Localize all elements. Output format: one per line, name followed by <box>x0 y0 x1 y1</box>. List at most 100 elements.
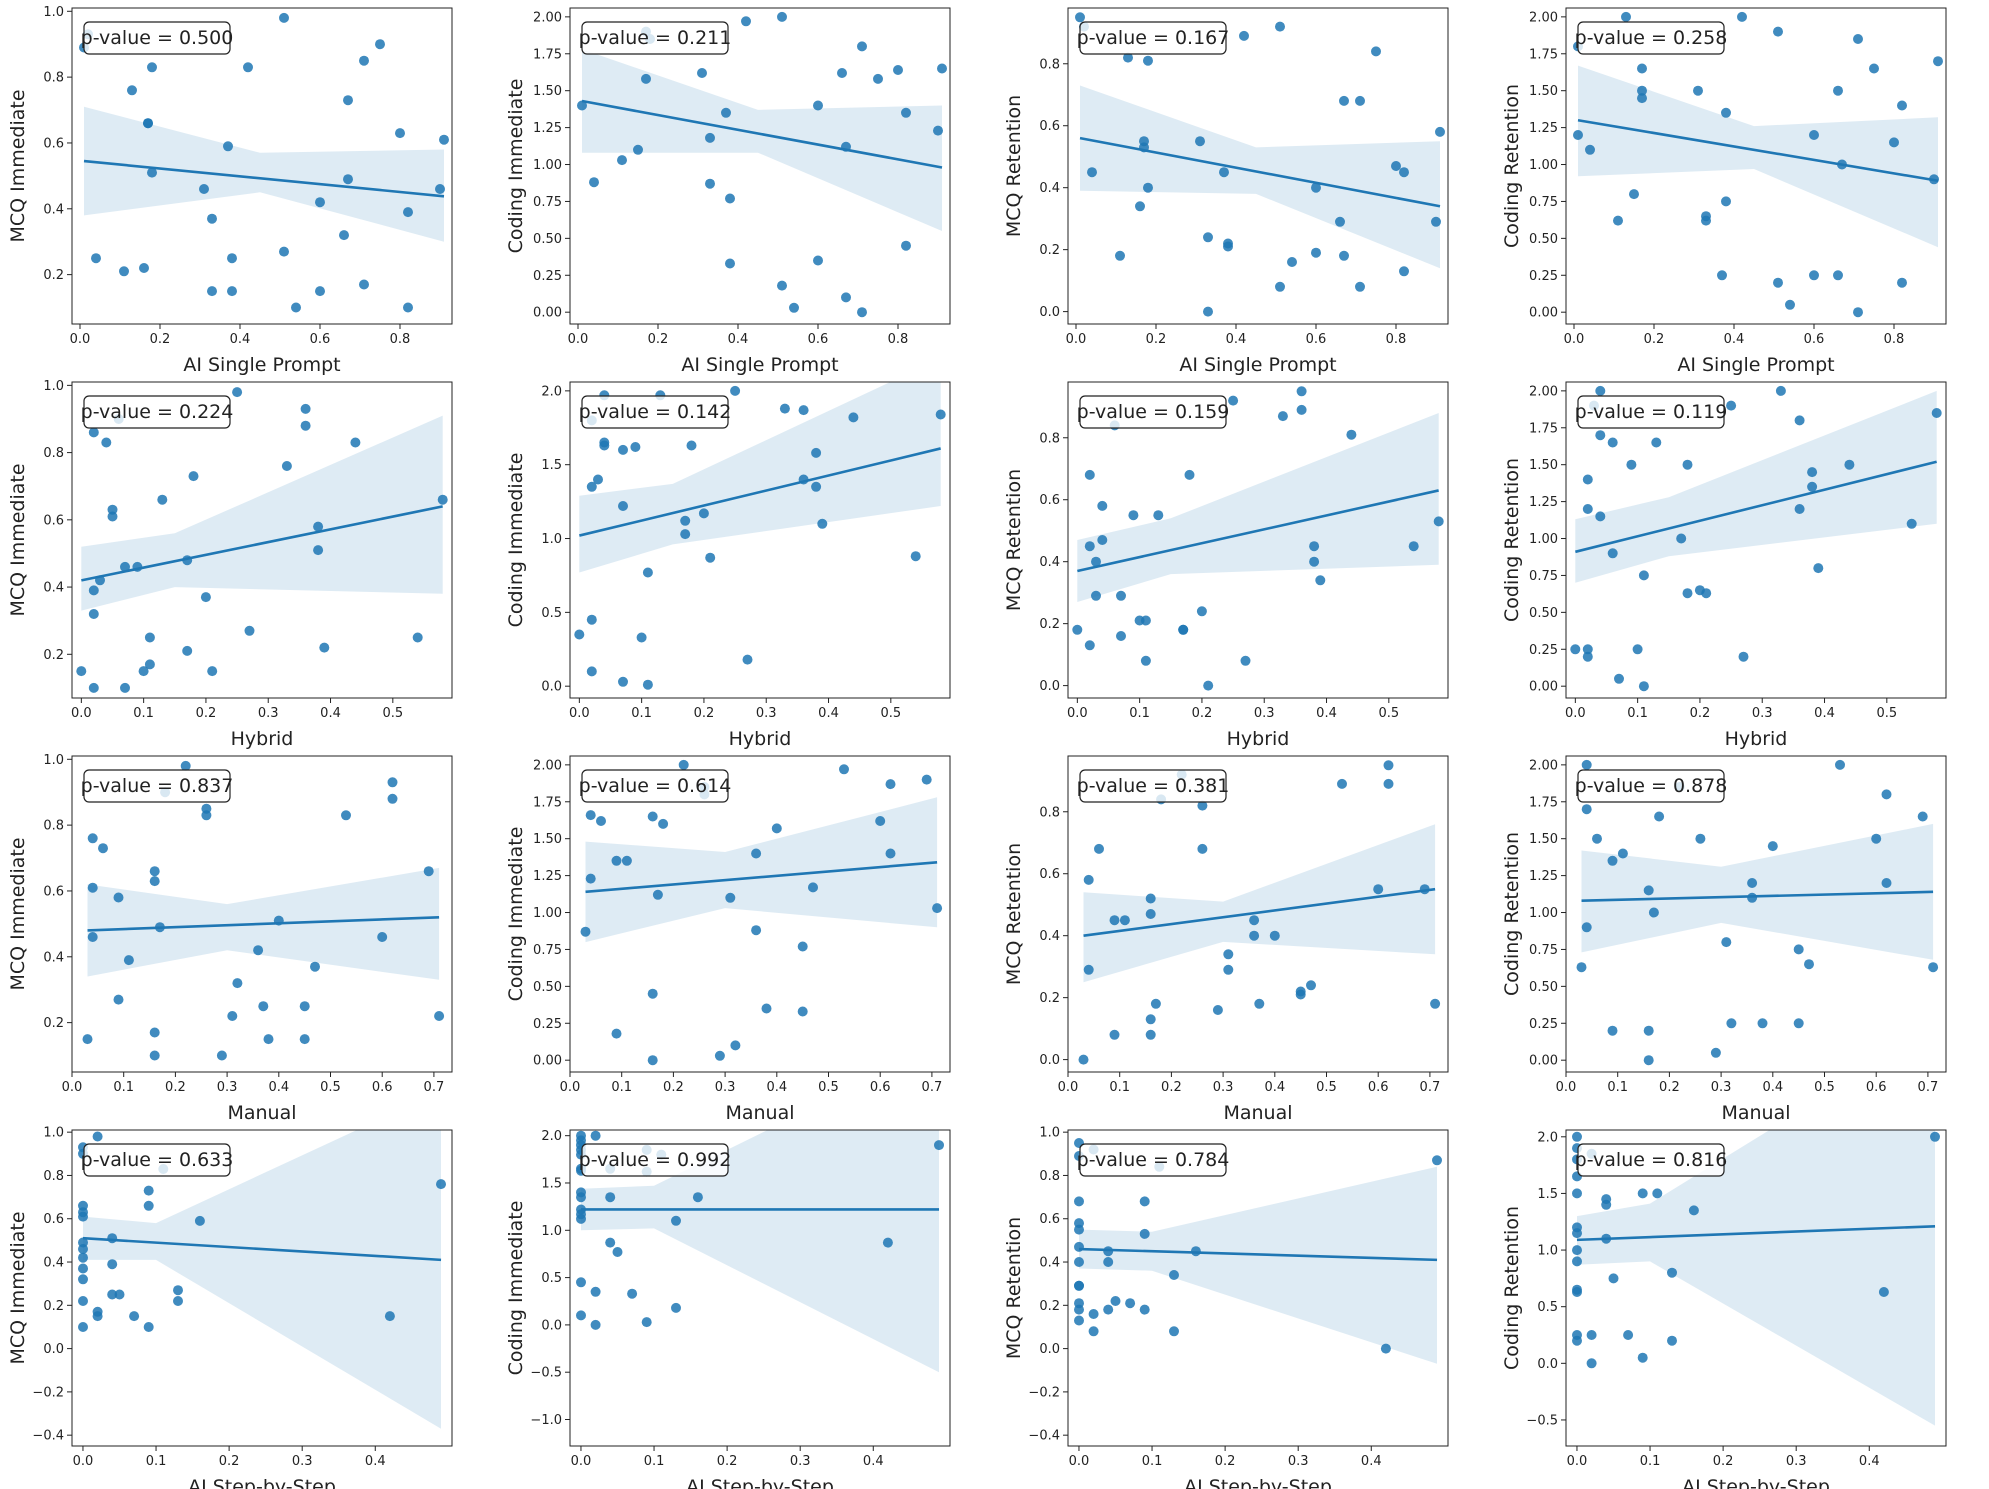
data-point <box>1433 516 1444 527</box>
p-value-box <box>1079 1143 1227 1177</box>
data-point <box>350 437 361 448</box>
data-point <box>596 816 606 826</box>
data-point <box>1169 1326 1179 1337</box>
data-point <box>779 403 790 414</box>
data-point <box>387 777 398 788</box>
data-point <box>630 442 641 452</box>
data-point <box>1853 307 1863 318</box>
data-point <box>258 1001 269 1012</box>
regression-line <box>83 159 445 198</box>
data-point <box>671 1215 681 1226</box>
data-point <box>439 134 449 145</box>
data-point <box>1169 1270 1179 1280</box>
x-tick-label: 0.5 <box>382 706 403 721</box>
chart-panel-8: 0.0 0.1 0.2 0.3 0.4 0.5 0.00 0.25 0.50 0.75 1.00 1.… <box>1501 381 1947 750</box>
data-point <box>129 1311 140 1322</box>
axes-frame <box>71 7 453 325</box>
x-tick-label: 0.0 <box>568 332 589 347</box>
y-axis-label: MCQ Retention <box>1003 469 1025 611</box>
x-tick-label: 0.2 <box>165 1080 186 1095</box>
y-tick-label: 1.0 <box>541 1224 562 1239</box>
data-point <box>1074 1304 1084 1315</box>
data-point <box>1667 1335 1677 1346</box>
x-tick-label: 0.4 <box>1724 332 1745 347</box>
data-point <box>281 461 292 471</box>
data-point <box>91 253 101 264</box>
data-point <box>1275 281 1285 292</box>
x-tick-label: 0.1 <box>1129 706 1150 721</box>
data-point <box>1287 257 1297 267</box>
data-point <box>771 823 782 834</box>
x-tick-label: 0.3 <box>1213 1080 1234 1095</box>
data-point <box>742 654 753 665</box>
data-point <box>1269 930 1280 941</box>
y-tick-label: 2.00 <box>1529 384 1558 399</box>
confidence-band <box>579 382 941 573</box>
data-point <box>1135 201 1145 212</box>
data-point <box>1651 437 1662 448</box>
data-point <box>589 177 599 188</box>
data-point <box>359 279 369 290</box>
data-point <box>207 286 217 297</box>
data-point <box>692 1192 703 1203</box>
y-tick-label: 0.75 <box>1529 569 1558 584</box>
data-point <box>1072 624 1083 635</box>
y-tick-label: 0.8 <box>1039 431 1060 446</box>
regression-line <box>1576 1224 1936 1242</box>
data-point <box>1757 1018 1768 1029</box>
axes-frame <box>1067 7 1449 325</box>
data-point <box>1889 137 1899 148</box>
data-point <box>611 1028 622 1039</box>
data-point <box>1087 167 1097 178</box>
data-point <box>200 592 211 603</box>
data-point <box>113 994 124 1005</box>
data-point <box>1145 1029 1156 1040</box>
data-point <box>1775 385 1786 396</box>
data-point <box>837 68 847 78</box>
data-point <box>1143 182 1153 193</box>
x-tick-label: 0.7 <box>1918 1080 1939 1095</box>
confidence-band <box>84 106 444 242</box>
axes-frame <box>1565 1129 1947 1447</box>
x-tick-label: 0.1 <box>631 706 652 721</box>
y-tick-label: 1.5 <box>541 458 562 473</box>
y-axis-label: Coding Immediate <box>505 1201 527 1376</box>
x-tick-label: 0.5 <box>320 1080 341 1095</box>
y-tick-label: 0.6 <box>43 884 64 899</box>
data-point <box>1074 1280 1084 1291</box>
data-point <box>1726 400 1737 411</box>
x-tick-label: 0.4 <box>728 332 749 347</box>
data-point <box>216 1050 227 1061</box>
data-point <box>1083 964 1094 975</box>
data-point <box>1928 962 1939 973</box>
data-point <box>1084 640 1095 651</box>
y-tick-label: 0.00 <box>1529 306 1558 321</box>
y-tick-label: 0.6 <box>1039 119 1060 134</box>
data-point <box>387 793 398 804</box>
data-point <box>149 876 160 887</box>
regression-line <box>1083 887 1436 937</box>
chart-panel-12: 0.0 0.1 0.2 0.3 0.4 0.5 0.6 0.7 0.00 0.25 0.50 0.75… <box>1501 755 1947 1124</box>
confidence-band <box>1581 823 1934 960</box>
data-point <box>618 444 628 455</box>
x-tick-label: 0.4 <box>320 706 341 721</box>
data-point <box>705 132 715 143</box>
y-axis-label: MCQ Immediate <box>7 1211 29 1364</box>
data-point <box>1676 533 1687 544</box>
chart-panel-16: 0.0 0.1 0.2 0.3 0.4 −0.5 0.0 0.5 1.0 1.5 2.0 AI Ste… <box>1501 1129 1947 1489</box>
confidence-band <box>1080 85 1440 269</box>
data-point <box>1747 878 1758 888</box>
x-tick-label: 0.6 <box>310 332 331 347</box>
y-tick-label: 1.25 <box>1529 869 1558 884</box>
data-point <box>875 816 886 826</box>
y-tick-label: 0.0 <box>541 680 562 695</box>
data-point <box>730 385 741 396</box>
data-point <box>857 41 867 52</box>
confidence-band <box>1077 413 1439 602</box>
data-point <box>705 552 716 563</box>
x-tick-label: 0.6 <box>1866 1080 1887 1095</box>
data-point <box>586 481 597 492</box>
data-point <box>1881 878 1892 888</box>
y-tick-label: 0.2 <box>1039 617 1060 632</box>
y-tick-label: 0.6 <box>43 136 64 151</box>
